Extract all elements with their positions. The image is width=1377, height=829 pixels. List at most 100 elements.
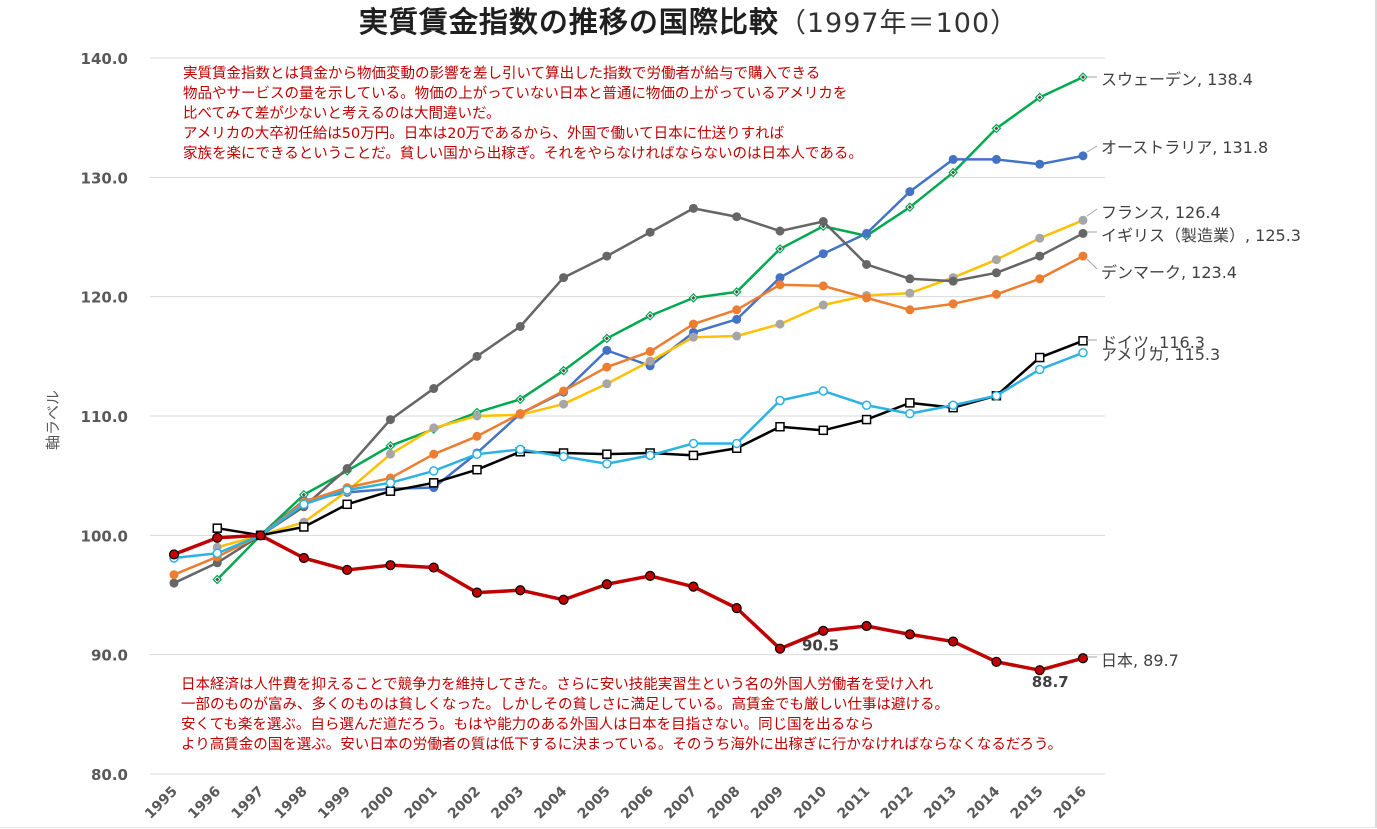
data-point (428, 466, 439, 476)
data-point (602, 251, 612, 261)
data-label: 90.5 (802, 637, 839, 655)
data-point (905, 274, 915, 284)
data-point (1034, 364, 1045, 375)
data-point (299, 499, 309, 510)
data-point (688, 581, 699, 592)
data-label: 88.7 (1032, 673, 1069, 691)
x-tick-label: 1997 (229, 784, 268, 823)
data-point (559, 386, 569, 396)
data-point (645, 570, 656, 582)
series-end-label: 日本, 89.7 (1101, 651, 1179, 670)
data-point (385, 486, 396, 496)
data-point (645, 227, 655, 237)
data-point (602, 449, 612, 459)
data-point (991, 390, 1002, 401)
data-point (472, 351, 482, 361)
data-point-core (604, 336, 609, 341)
x-tick-label: 2008 (705, 784, 744, 823)
data-point (385, 560, 396, 571)
series-line (173, 254, 1084, 576)
data-point (991, 268, 1001, 278)
x-tick-label: 2003 (488, 784, 527, 823)
series-group (168, 72, 1089, 676)
chart-subtitle: （1997年＝100） (778, 8, 1019, 39)
data-point (559, 399, 569, 409)
data-point (429, 449, 439, 459)
data-point (775, 280, 785, 290)
data-point (1035, 251, 1045, 261)
data-point (774, 643, 786, 654)
data-point (688, 438, 699, 449)
data-point (818, 386, 829, 396)
x-tick-label: 2009 (748, 784, 787, 823)
x-tick-label: 2007 (661, 784, 700, 823)
data-point (471, 587, 483, 598)
annotation-note-bottom: 日本経済は人件費を抑えることで競争力を維持してきた。さらに安い技能実習生という名… (181, 675, 1062, 755)
series-end-label: ドイツ, 116.3 (1101, 333, 1205, 352)
data-point (602, 379, 612, 389)
data-point (342, 564, 353, 576)
data-point (169, 570, 179, 580)
x-tick-label: 1999 (315, 784, 354, 823)
data-point (645, 450, 655, 461)
data-point (385, 478, 396, 488)
data-point (515, 444, 526, 455)
data-point (818, 281, 828, 291)
data-point (1078, 348, 1088, 358)
data-point-core (1081, 75, 1085, 80)
data-point (732, 331, 742, 341)
data-point-core (518, 397, 523, 402)
data-point (559, 273, 569, 283)
x-tick-label: 2012 (878, 784, 917, 823)
label-leader (1086, 145, 1098, 153)
x-tick-label: 2014 (964, 783, 1003, 822)
data-point (732, 212, 742, 222)
data-point (645, 347, 655, 357)
series-end-label: イギリス（製造業）, 125.3 (1101, 226, 1301, 245)
data-point (948, 636, 959, 647)
data-point-core (907, 205, 912, 210)
data-point (732, 305, 742, 315)
note-bottom-line: 安くても楽を選ぶ。自ら選んだ道だろう。もはや能力のある外国人は日本を目指さない。… (181, 717, 875, 733)
data-point-core (561, 368, 566, 373)
data-point (688, 332, 698, 342)
data-point (861, 620, 872, 632)
series-line (173, 533, 1084, 672)
data-point-core (301, 492, 306, 497)
chart-title: 実質賃金指数の推移の国際比較 (358, 5, 779, 39)
x-tick-label: 2006 (618, 784, 657, 823)
data-point (1078, 251, 1088, 261)
data-point (602, 345, 612, 355)
x-tick-label: 2011 (835, 784, 874, 823)
data-point-core (1037, 95, 1042, 100)
series (169, 348, 1088, 563)
data-point (212, 523, 223, 533)
x-tick-label: 2002 (445, 784, 484, 823)
data-point (991, 154, 1001, 164)
data-point (342, 485, 352, 495)
data-point (688, 203, 698, 213)
data-point (948, 400, 958, 411)
data-point-core (778, 246, 782, 251)
data-point (1035, 274, 1045, 284)
data-point (775, 421, 785, 432)
x-tick-label: 2016 (1051, 784, 1090, 823)
x-tick-label: 1998 (272, 784, 311, 823)
x-tick-label: 1996 (185, 784, 224, 823)
x-axis: 1995 1996 1997 1998 1999 2000 2001 2002 2003 2004… (142, 783, 1090, 822)
x-tick-label: 2015 (1008, 784, 1047, 823)
x-tick-label: 2000 (358, 783, 397, 822)
y-tick-label: 130.0 (81, 169, 128, 187)
data-point (429, 423, 439, 433)
series-end-label: オーストラリア, 131.8 (1101, 138, 1268, 157)
data-point (904, 629, 915, 640)
data-point (212, 548, 223, 558)
label-leader (1086, 258, 1098, 270)
data-point (862, 293, 872, 303)
data-point (905, 305, 915, 315)
data-point (905, 288, 915, 298)
data-point (1078, 228, 1088, 238)
data-point (515, 585, 526, 596)
